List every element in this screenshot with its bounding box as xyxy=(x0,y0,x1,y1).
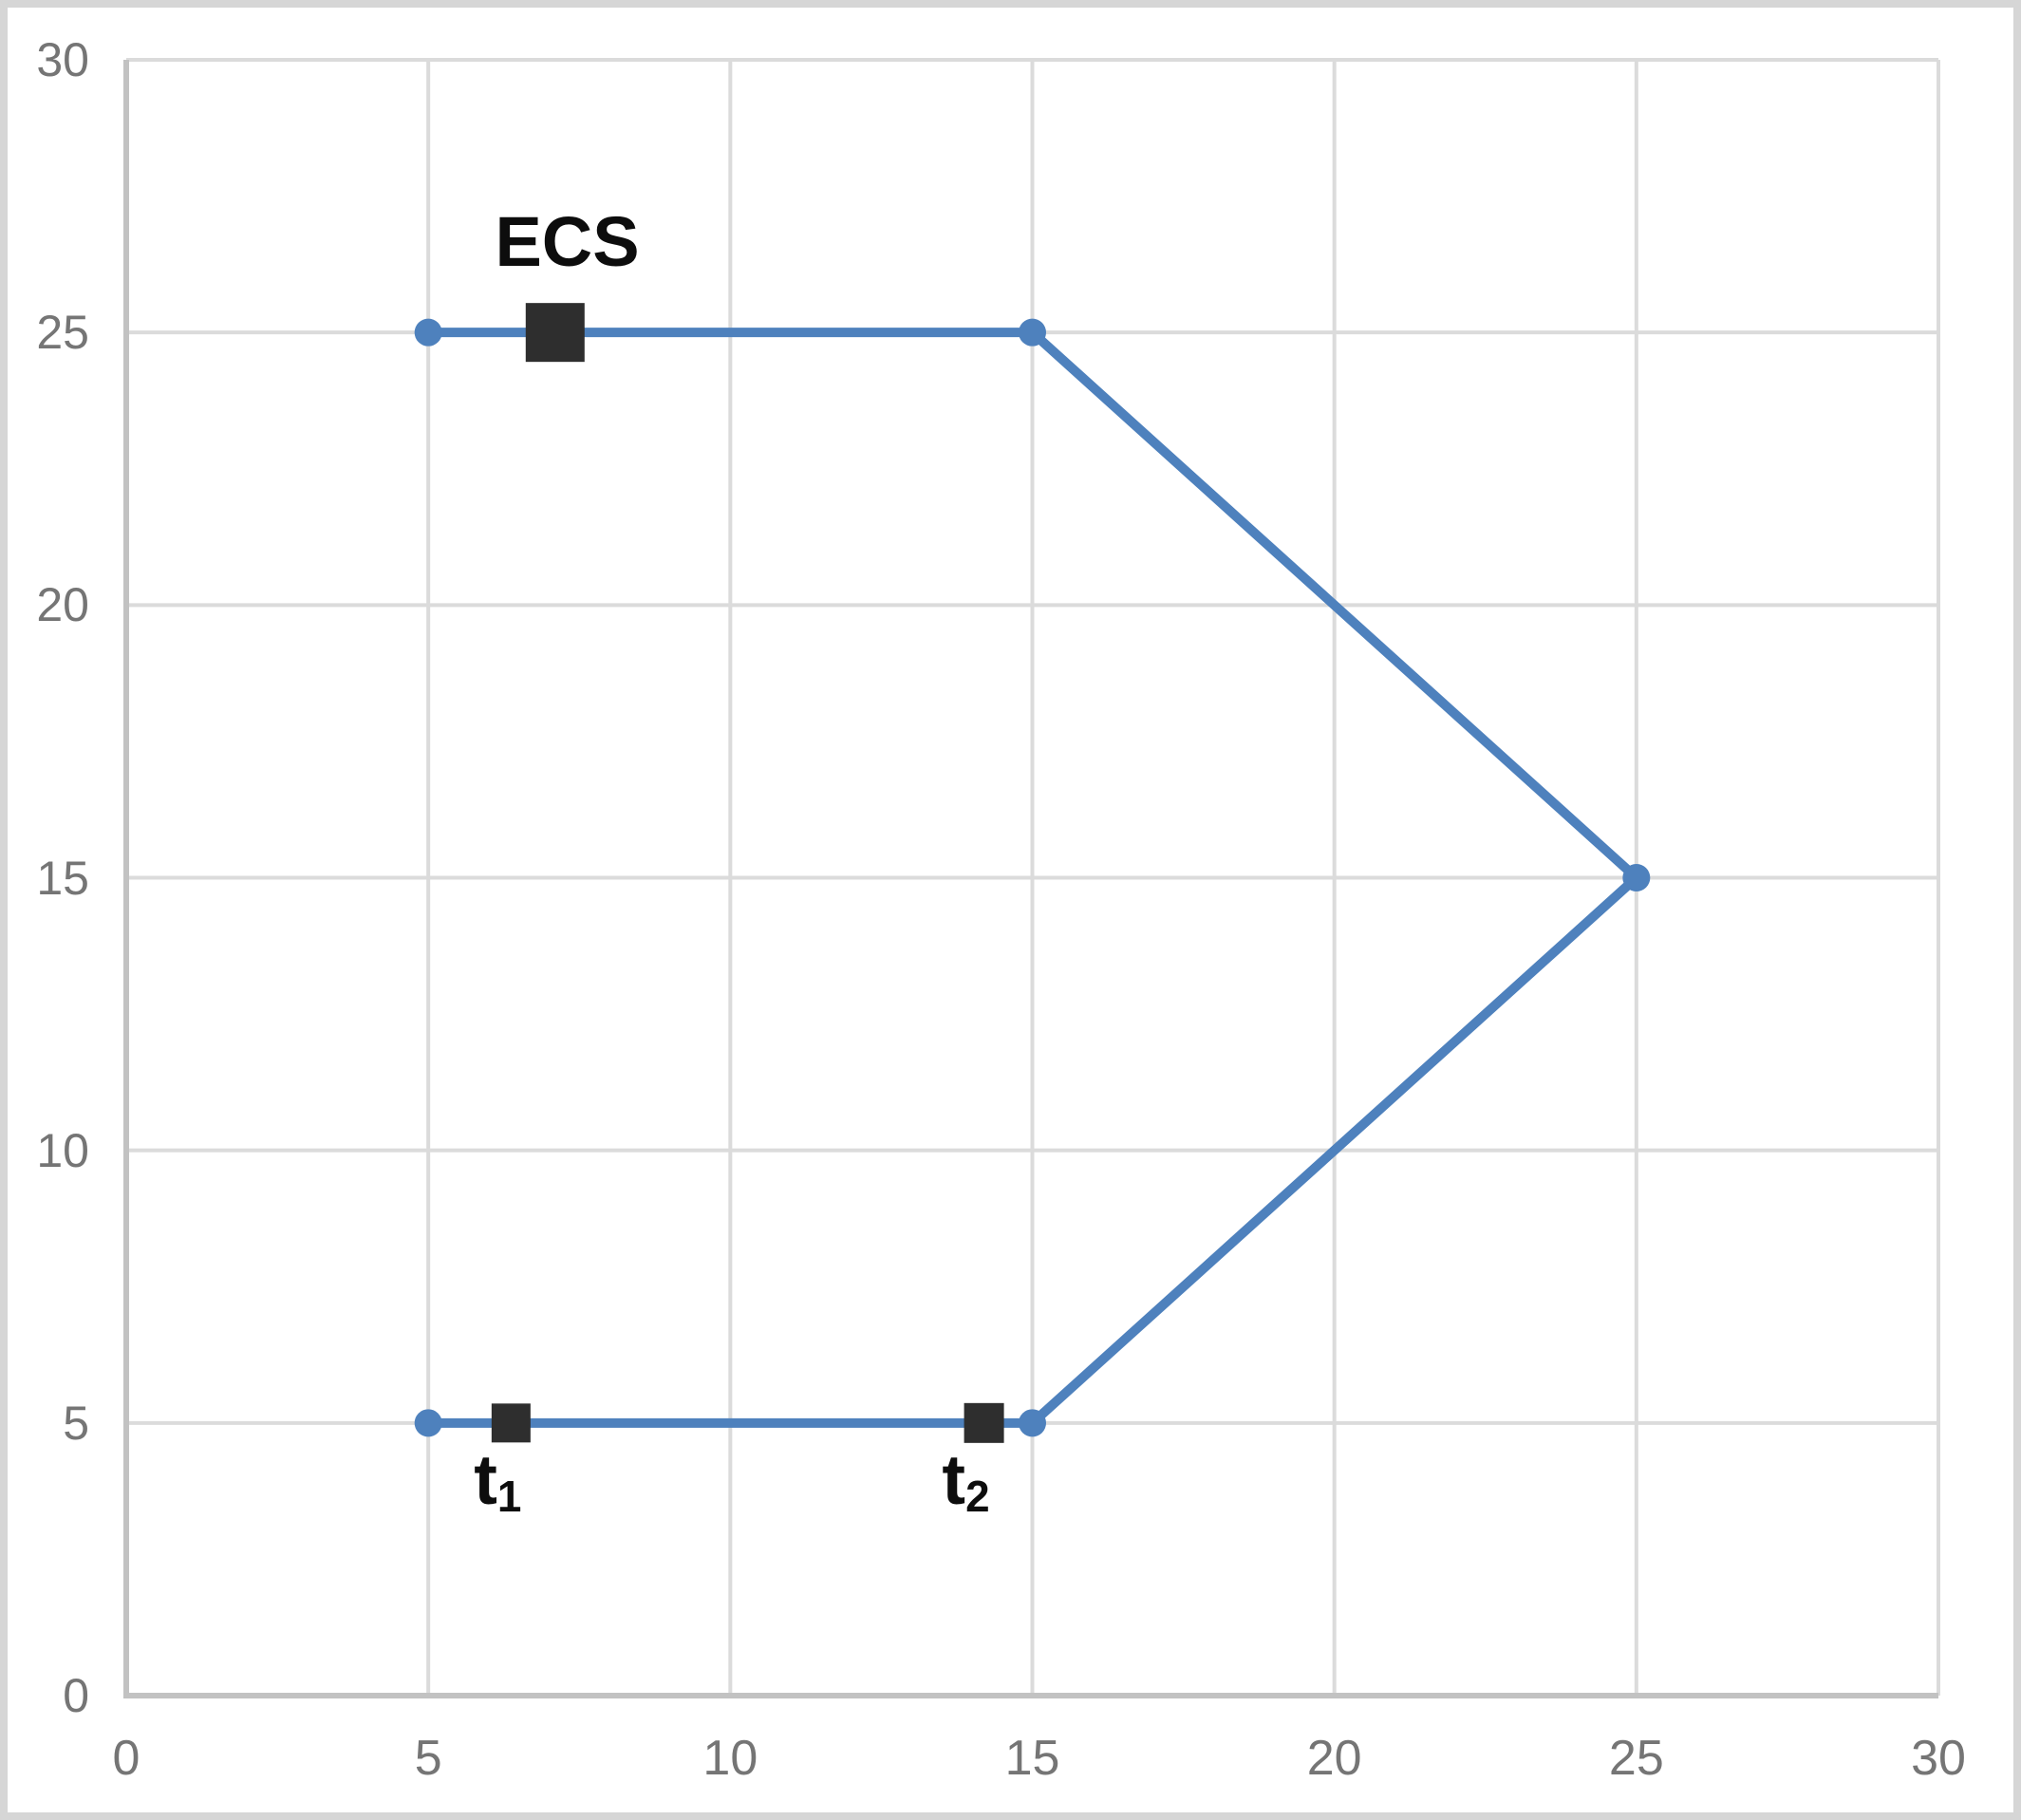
x-tick-label-10: 10 xyxy=(702,1731,758,1786)
y-tick-label-15: 15 xyxy=(36,851,89,905)
annotation-text-t2: t xyxy=(942,1439,966,1519)
x-tick-label-30: 30 xyxy=(1911,1731,1966,1786)
y-tick-label-5: 5 xyxy=(63,1396,89,1450)
x-tick-label-15: 15 xyxy=(1004,1731,1060,1786)
annotation-subscript-t1: 1 xyxy=(496,1472,522,1522)
y-tick-label-25: 25 xyxy=(36,306,89,360)
series-point-marker-2 xyxy=(1622,864,1651,891)
x-tick-label-20: 20 xyxy=(1306,1731,1362,1786)
annotation-text-ecs: ECS xyxy=(495,202,640,282)
event-marker-ecs xyxy=(525,303,585,363)
y-tick-label-30: 30 xyxy=(36,33,89,86)
y-tick-label-10: 10 xyxy=(36,1123,89,1177)
x-tick-label-5: 5 xyxy=(414,1731,442,1786)
series-point-marker-3 xyxy=(1019,1409,1046,1437)
annotation-t2: t2 xyxy=(942,1444,989,1518)
annotation-t1: t1 xyxy=(474,1444,521,1518)
event-marker-t2 xyxy=(964,1402,1004,1443)
event-marker-t1 xyxy=(491,1403,531,1443)
x-tick-label-25: 25 xyxy=(1608,1731,1664,1786)
series-point-marker-1 xyxy=(1019,318,1046,347)
series-point-marker-4 xyxy=(414,1409,442,1437)
x-tick-label-0: 0 xyxy=(112,1731,140,1786)
y-tick-label-20: 20 xyxy=(36,578,89,632)
series-point-marker-0 xyxy=(414,318,442,347)
y-tick-label-0: 0 xyxy=(63,1669,89,1722)
annotation-subscript-t2: 2 xyxy=(965,1472,990,1522)
annotation-ecs: ECS xyxy=(495,207,639,277)
annotation-text-t1: t xyxy=(474,1439,497,1519)
